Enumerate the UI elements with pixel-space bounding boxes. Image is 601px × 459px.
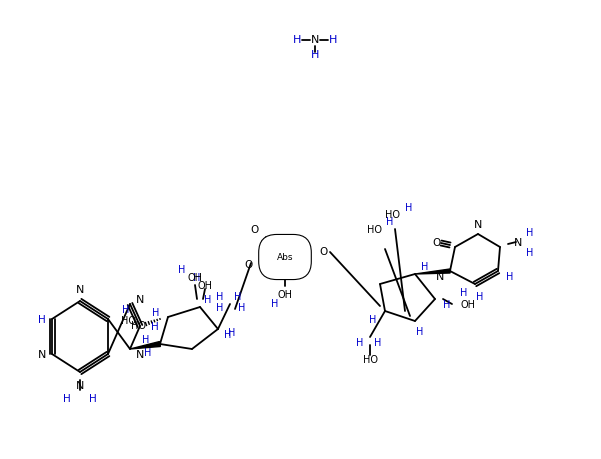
Text: O: O [244, 259, 252, 269]
Text: H: H [386, 217, 394, 226]
Text: H: H [506, 271, 514, 281]
Text: N: N [136, 294, 144, 304]
Text: OH: OH [188, 272, 203, 282]
Text: H: H [405, 202, 413, 213]
Text: H: H [178, 264, 186, 274]
Text: H: H [151, 321, 159, 331]
Text: H: H [416, 326, 424, 336]
Text: H: H [204, 294, 212, 304]
Text: H: H [477, 291, 484, 302]
Polygon shape [415, 269, 450, 274]
Text: H: H [216, 291, 224, 302]
Text: H: H [526, 228, 534, 237]
Text: H: H [63, 393, 71, 403]
Text: H: H [369, 314, 377, 325]
Text: Abs: Abs [276, 253, 293, 262]
Text: N: N [136, 349, 144, 359]
Text: HO: HO [385, 210, 400, 219]
Text: H: H [293, 35, 301, 45]
Text: H: H [216, 302, 224, 312]
Text: N: N [76, 285, 84, 294]
Text: H: H [444, 299, 451, 309]
Text: H: H [194, 272, 201, 282]
Text: HO: HO [362, 354, 377, 364]
Text: H: H [228, 327, 236, 337]
Text: H: H [460, 287, 468, 297]
Text: H: H [356, 337, 364, 347]
Text: H: H [38, 314, 46, 325]
Text: H: H [144, 347, 151, 357]
Text: OH: OH [278, 289, 293, 299]
Text: H: H [271, 298, 279, 308]
Polygon shape [130, 342, 160, 349]
Text: N: N [311, 35, 319, 45]
Text: H: H [142, 334, 150, 344]
Text: H: H [123, 304, 130, 314]
Text: HO: HO [120, 315, 135, 325]
Text: H: H [526, 247, 534, 257]
Text: OH: OH [198, 280, 213, 291]
Text: H: H [89, 393, 97, 403]
Text: H: H [239, 302, 246, 312]
Text: H: H [421, 262, 429, 271]
Text: H: H [311, 50, 319, 60]
Text: N: N [436, 271, 444, 281]
Text: HO: HO [367, 224, 382, 235]
Text: O: O [319, 246, 327, 257]
Text: N: N [474, 219, 482, 230]
Text: N: N [76, 380, 84, 390]
Text: H: H [329, 35, 337, 45]
Text: O: O [433, 237, 441, 247]
Text: O: O [250, 224, 258, 235]
Text: OH: OH [460, 299, 475, 309]
Text: H: H [152, 308, 160, 317]
Text: H: H [224, 329, 232, 339]
Text: H: H [374, 337, 382, 347]
Text: H: H [234, 291, 242, 302]
Text: N: N [514, 237, 522, 247]
Text: HO: HO [130, 320, 145, 330]
Text: N: N [38, 349, 46, 359]
